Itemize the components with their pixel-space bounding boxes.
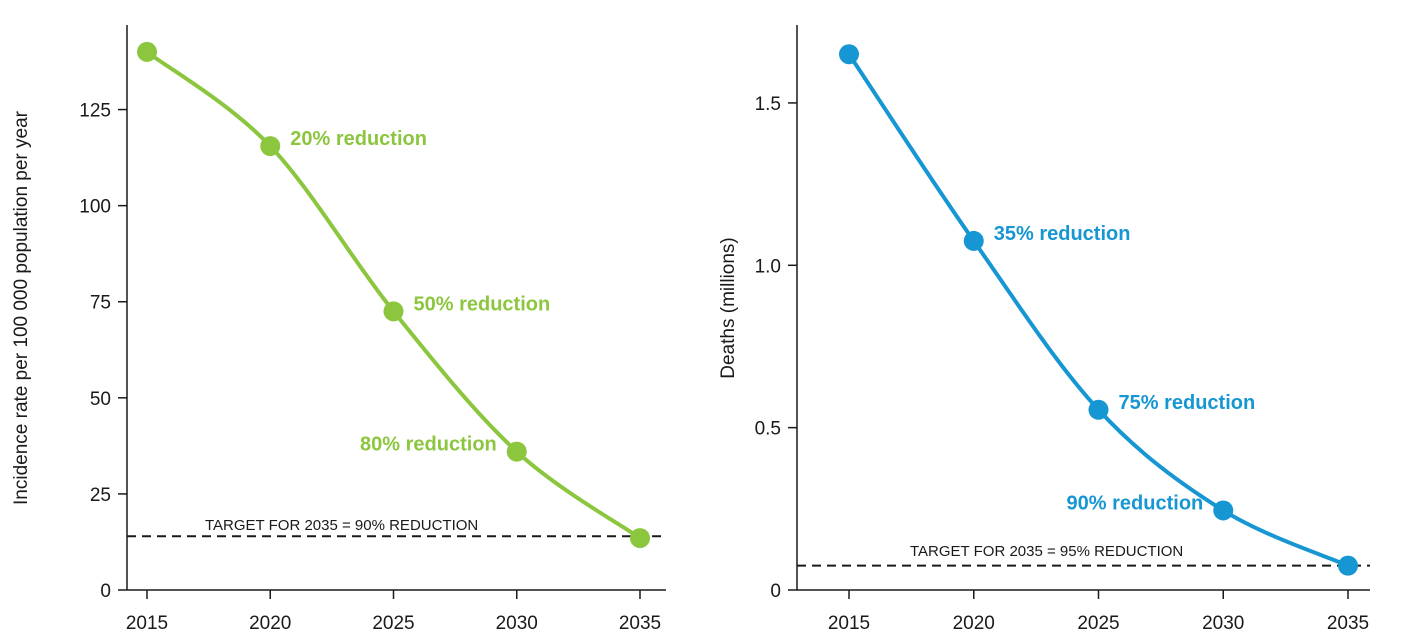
annotation-label: 80% reduction	[360, 434, 497, 456]
target-label: TARGET FOR 2035 = 95% REDUCTION	[910, 543, 1183, 560]
y-tick-label: 50	[90, 389, 111, 410]
annotation-label: 75% reduction	[1119, 392, 1256, 414]
x-tick-label: 2020	[953, 613, 995, 634]
annotation-label: 35% reduction	[994, 223, 1131, 245]
y-tick-label: 0	[770, 581, 781, 602]
target-label: TARGET FOR 2035 = 90% REDUCTION	[205, 517, 478, 534]
data-point	[963, 230, 984, 251]
data-point	[260, 136, 281, 157]
data-point	[630, 528, 650, 549]
annotation-label: 50% reduction	[414, 293, 551, 315]
y-tick-label: 1.5	[755, 94, 781, 115]
x-tick-label: 2030	[1202, 613, 1244, 634]
y-tick-label: 125	[79, 101, 111, 122]
y-tick-label: 75	[90, 293, 111, 314]
data-point	[506, 441, 527, 462]
x-tick-label: 2015	[126, 613, 168, 634]
x-tick-label: 2035	[619, 613, 661, 634]
series-line	[847, 52, 1350, 568]
data-point	[383, 301, 404, 322]
x-tick-label: 2015	[828, 613, 870, 634]
x-tick-label: 2035	[1327, 613, 1369, 634]
data-point	[1338, 555, 1358, 576]
y-axis-title: Deaths (millions)	[718, 237, 739, 378]
data-point	[1088, 399, 1109, 420]
y-tick-label: 0.5	[755, 419, 781, 440]
y-tick-label: 100	[79, 197, 111, 218]
chart-1: 0 25 50 75 100 125 2015 2020 2025 2030 2035 Inciden…	[11, 25, 666, 634]
data-point	[839, 44, 859, 65]
x-tick-label: 2025	[372, 613, 414, 634]
x-tick-label: 2025	[1077, 613, 1119, 634]
data-point	[137, 41, 157, 62]
y-tick-label: 0	[100, 581, 111, 602]
chart-2: 0 0.5 1.0 1.5 2015 2020 2025 2030 2035 Deaths (mi…	[718, 25, 1370, 634]
annotation-label: 90% reduction	[1067, 492, 1204, 514]
series-line	[145, 49, 642, 541]
y-tick-label: 25	[90, 485, 111, 506]
y-axis-title: Incidence rate per 100 000 population pe…	[11, 110, 32, 505]
x-tick-label: 2020	[249, 613, 291, 634]
annotation-label: 20% reduction	[290, 128, 427, 150]
data-point	[1213, 500, 1234, 521]
y-tick-label: 1.0	[755, 256, 781, 277]
x-tick-label: 2030	[496, 613, 538, 634]
